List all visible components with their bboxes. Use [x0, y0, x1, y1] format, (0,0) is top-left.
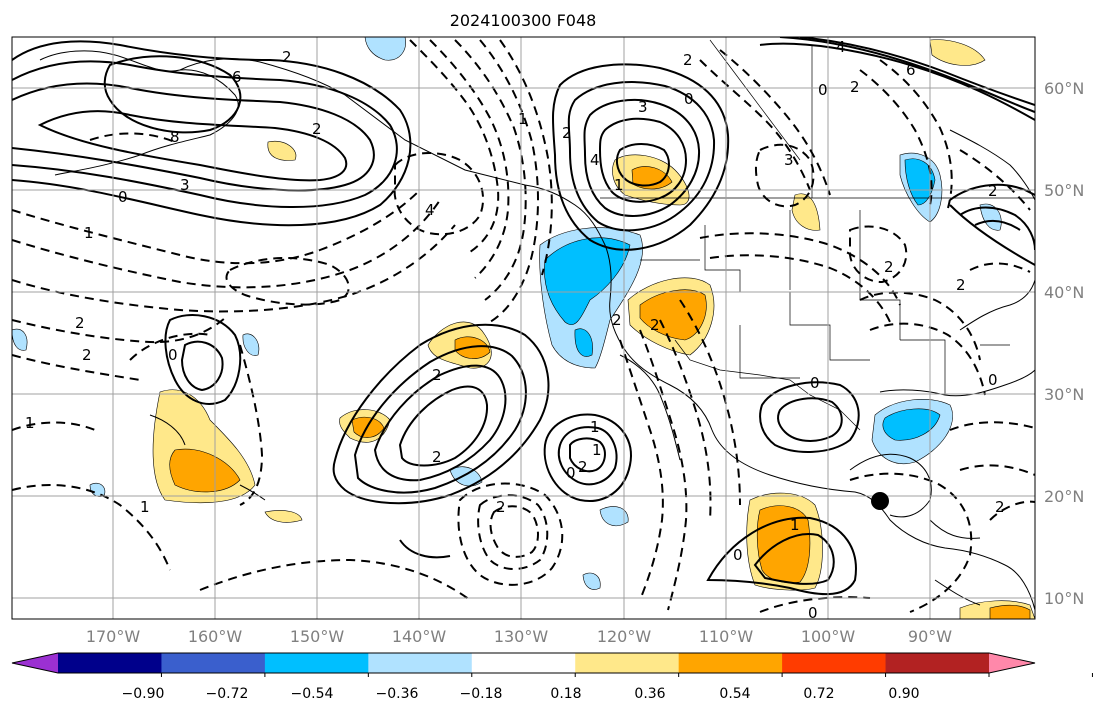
- contour-label: 0: [988, 371, 998, 389]
- lon-label: 160°W: [188, 627, 243, 646]
- lat-label: 50°N: [1044, 181, 1084, 200]
- contour-label: 4: [836, 38, 846, 56]
- lat-label: 30°N: [1044, 385, 1084, 404]
- contour-label: 0: [118, 188, 128, 206]
- longitude-labels: 170°W 160°W 150°W 140°W 130°W 120°W 110°…: [86, 627, 952, 646]
- lon-label: 120°W: [597, 627, 652, 646]
- colorbar-segment: [782, 653, 887, 673]
- contour-label: 8: [170, 128, 180, 146]
- contour-label: 1: [518, 110, 528, 128]
- contour-label: 1: [84, 224, 94, 242]
- contour-label: 1: [140, 498, 150, 516]
- contour-label: 0: [733, 546, 743, 564]
- contour-label: 2: [432, 366, 442, 384]
- colorbar-segment: [471, 653, 576, 673]
- lon-label: 90°W: [908, 627, 952, 646]
- contour-label: 2: [956, 276, 966, 294]
- lon-label: 170°W: [86, 627, 141, 646]
- contour-label: 6: [232, 68, 242, 86]
- colorbar-segment: [575, 653, 680, 673]
- contour-label: 2: [650, 316, 660, 334]
- graticule: [12, 37, 1035, 619]
- contour-label: 0: [818, 81, 828, 99]
- contour-label: 2: [988, 182, 998, 200]
- contour-label: 2: [312, 120, 322, 138]
- colorbar-tick-label: −0.72: [206, 686, 249, 702]
- contour-label: 0: [810, 374, 820, 392]
- contour-label: 0: [566, 464, 576, 482]
- colorbar-ticks: −0.90 −0.72 −0.54 −0.36 −0.18 0.18 0.36 …: [122, 686, 920, 702]
- map-frame: [11, 36, 1036, 620]
- contour-label: 1: [614, 176, 624, 194]
- lon-label: 140°W: [392, 627, 447, 646]
- contour-labels: 6 8 3 0 2 4 2 0 2 3 1 0 2 4 6 2 2 0 1 2: [25, 38, 1005, 622]
- lat-label: 40°N: [1044, 283, 1084, 302]
- colorbar-tick-label: 0.72: [803, 686, 834, 702]
- colorbar-segment: [678, 653, 783, 673]
- contour-label: 2: [995, 498, 1005, 516]
- location-marker: [871, 492, 889, 510]
- latitude-labels: 60°N 50°N 40°N 30°N 20°N 10°N: [1044, 79, 1084, 608]
- contour-label: 2: [82, 346, 92, 364]
- contour-label: 3: [180, 176, 190, 194]
- contour-label: 0: [684, 90, 694, 108]
- contour-label: 3: [638, 98, 648, 116]
- colorbar-extend-low: [12, 653, 58, 673]
- contour-label: 2: [496, 498, 506, 516]
- colorbar-tick-label: −0.90: [122, 686, 165, 702]
- contour-label: 4: [425, 201, 435, 219]
- contour-label: 2: [75, 314, 85, 332]
- negative-contours: [12, 39, 1035, 613]
- colorbar-tick-label: −0.18: [460, 686, 503, 702]
- contour-label: 0: [808, 604, 818, 622]
- contour-label: 2: [578, 458, 588, 476]
- colorbar-segment: [264, 653, 369, 673]
- lat-label: 60°N: [1044, 79, 1084, 98]
- colorbar: [11, 652, 1093, 677]
- lon-label: 150°W: [290, 627, 345, 646]
- map-title: 2024100300 F048: [450, 11, 597, 30]
- map-panel: 6 8 3 0 2 4 2 0 2 3 1 0 2 4 6 2 2 0 1 2: [11, 36, 1036, 622]
- colorbar-tick-label: −0.54: [291, 686, 334, 702]
- contour-label: 6: [906, 61, 916, 79]
- contour-label: 2: [612, 311, 622, 329]
- lon-label: 100°W: [801, 627, 856, 646]
- colorbar-segment: [58, 653, 162, 673]
- coastlines: [39, 50, 1035, 611]
- contour-label: 2: [683, 51, 693, 69]
- colorbar-segment: [368, 653, 473, 673]
- colorbar-segment: [885, 653, 990, 673]
- lon-label: 110°W: [699, 627, 754, 646]
- colorbar-tick-label: −0.36: [376, 686, 419, 702]
- contour-label: 3: [784, 151, 794, 169]
- contour-label: 2: [282, 48, 292, 66]
- colorbar-tick-label: 0.54: [719, 686, 750, 702]
- colorbar-outline: [11, 652, 1036, 674]
- positive-contours: [12, 37, 1035, 596]
- contour-label: 2: [884, 258, 894, 276]
- lat-label: 10°N: [1044, 589, 1084, 608]
- colorbar-tick-label: 0.36: [634, 686, 665, 702]
- contour-label: 1: [25, 414, 35, 432]
- colorbar-tick-label: 0.90: [888, 686, 919, 702]
- contour-label: 2: [850, 78, 860, 96]
- colorbar-tick-label: 0.18: [550, 686, 581, 702]
- colorbar-segment: [161, 653, 266, 673]
- contour-label: 4: [590, 151, 600, 169]
- contour-label: 2: [562, 124, 572, 142]
- contour-label: 2: [432, 448, 442, 466]
- colorbar-extend-high: [989, 653, 1035, 673]
- map-background: [12, 37, 1035, 619]
- contour-label: 0: [168, 346, 178, 364]
- lat-label: 20°N: [1044, 487, 1084, 506]
- contour-label: 1: [590, 418, 600, 436]
- contour-label: 1: [790, 516, 800, 534]
- lon-label: 130°W: [494, 627, 549, 646]
- contour-label: 1: [592, 441, 602, 459]
